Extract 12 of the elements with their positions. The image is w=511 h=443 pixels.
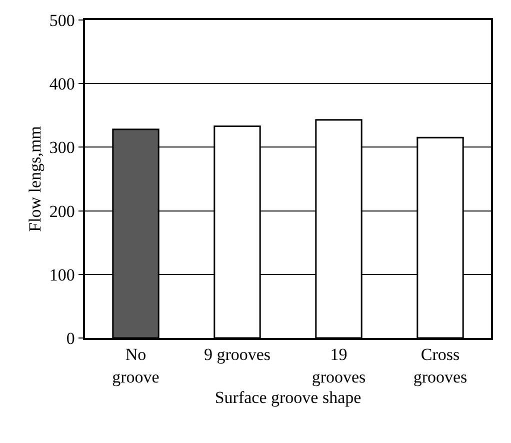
x-axis-title: Surface groove shape [214, 388, 362, 408]
x-tick-label: 19 grooves [312, 345, 366, 386]
y-tick-label: 500 [49, 10, 75, 30]
y-tick-label: 300 [49, 138, 75, 158]
y-axis-title: Flow lengs,mm [26, 126, 44, 232]
y-tick-label: 400 [49, 74, 75, 94]
y-tick-label: 200 [49, 202, 75, 221]
x-tick-label: No groove [112, 345, 160, 386]
x-tick-label: Cross grooves [413, 345, 468, 386]
y-tick-label: 100 [49, 265, 75, 284]
x-tick-label: 9 grooves [204, 345, 271, 364]
y-tick-label: 0 [66, 328, 75, 348]
